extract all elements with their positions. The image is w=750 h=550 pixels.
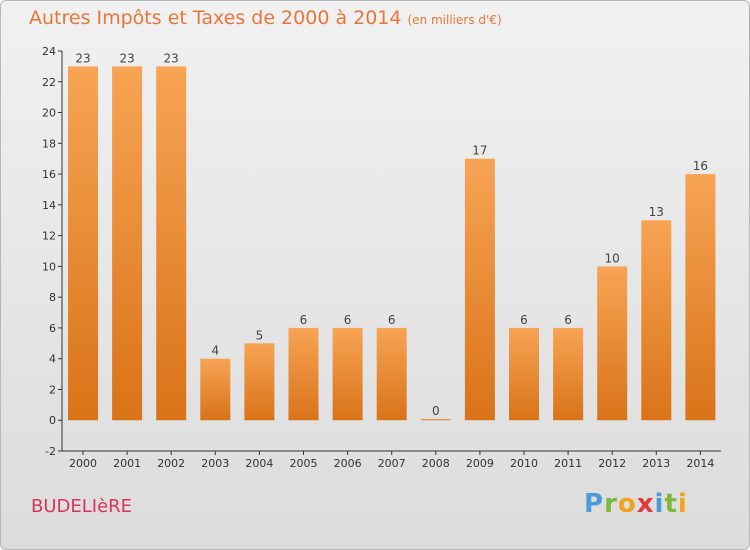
y-tick-label: -2 — [45, 445, 56, 458]
x-tick-label: 2013 — [642, 457, 670, 470]
bar — [68, 66, 98, 421]
bar — [685, 174, 716, 421]
bar — [112, 66, 143, 421]
logo-letter: x — [636, 489, 655, 519]
y-tick-label: 4 — [49, 353, 56, 366]
x-tick-label: 2008 — [422, 457, 450, 470]
logo-letter: i — [677, 489, 688, 519]
bar — [597, 266, 628, 421]
x-tick-label: 2012 — [598, 457, 626, 470]
logo-letter: P — [584, 489, 605, 519]
y-tick-label: 2 — [49, 383, 56, 396]
bar — [553, 327, 584, 421]
data-label: 10 — [605, 251, 620, 265]
bar — [376, 327, 407, 421]
x-tick-label: 2002 — [157, 457, 185, 470]
data-label: 5 — [256, 328, 264, 342]
data-label: 0 — [432, 404, 440, 418]
chart-subtitle: (en milliers d'€) — [407, 13, 502, 27]
y-tick-label: 6 — [49, 322, 56, 335]
y-tick-label: 10 — [42, 260, 56, 273]
data-label: 6 — [388, 313, 396, 327]
logo-letter: t — [664, 489, 678, 519]
y-tick-label: 14 — [42, 199, 56, 212]
y-tick-label: 18 — [42, 137, 56, 150]
commune-name: BUDELIèRE — [31, 496, 133, 517]
x-tick-label: 2011 — [554, 457, 582, 470]
data-label: 17 — [472, 144, 487, 158]
data-label: 23 — [164, 51, 179, 65]
x-tick-label: 2009 — [466, 457, 494, 470]
chart-title: Autres Impôts et Taxes de 2000 à 2014 (en… — [29, 7, 502, 29]
x-tick-label: 2005 — [290, 457, 318, 470]
y-tick-label: 8 — [49, 291, 56, 304]
bar — [332, 327, 363, 421]
x-tick-label: 2001 — [113, 457, 141, 470]
chart-title-text: Autres Impôts et Taxes de 2000 à 2014 — [29, 7, 402, 29]
bar — [156, 66, 187, 421]
data-label: 23 — [75, 51, 90, 65]
y-tick-label: 22 — [42, 76, 56, 89]
y-tick-label: 12 — [42, 230, 56, 243]
data-label: 6 — [520, 313, 528, 327]
bar — [464, 158, 495, 421]
x-tick-label: 2006 — [334, 457, 362, 470]
x-tick-label: 2014 — [686, 457, 714, 470]
x-tick-label: 2003 — [201, 457, 229, 470]
bar — [641, 220, 672, 421]
data-label: 16 — [693, 159, 708, 173]
proxiti-logo: Proxiti — [584, 489, 688, 519]
data-label: 23 — [119, 51, 134, 65]
y-tick-label: 24 — [42, 45, 56, 58]
bar — [509, 327, 539, 421]
data-label: 4 — [211, 344, 219, 358]
bar — [200, 358, 231, 421]
data-label: 6 — [564, 313, 572, 327]
bar — [288, 327, 319, 421]
logo-letter: r — [604, 489, 618, 519]
x-tick-label: 2004 — [245, 457, 273, 470]
y-tick-label: 0 — [49, 414, 56, 427]
x-tick-label: 2000 — [69, 457, 97, 470]
bar — [244, 343, 275, 421]
x-tick-label: 2010 — [510, 457, 538, 470]
data-label: 6 — [344, 313, 352, 327]
logo-letter: i — [654, 489, 665, 519]
bar — [420, 419, 451, 421]
logo-letter: o — [617, 489, 637, 519]
y-tick-label: 20 — [42, 107, 56, 120]
data-label: 13 — [649, 205, 664, 219]
x-tick-label: 2007 — [378, 457, 406, 470]
data-label: 6 — [300, 313, 308, 327]
y-tick-label: 16 — [42, 168, 56, 181]
